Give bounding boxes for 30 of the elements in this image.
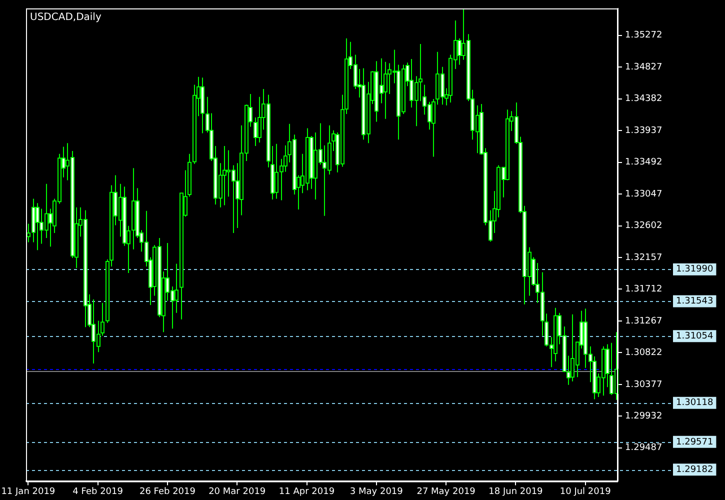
x-tick-label: 20 Mar 2019 bbox=[208, 486, 266, 497]
y-tick-label: 1.29932 bbox=[625, 412, 662, 422]
x-tick-label: 3 May 2019 bbox=[350, 486, 404, 497]
y-tick-label: 1.31712 bbox=[625, 284, 662, 295]
y-tick-label: 1.30377 bbox=[625, 380, 662, 390]
x-tick-label: 27 May 2019 bbox=[416, 486, 476, 497]
ref-line-label: 1.31054 bbox=[676, 331, 714, 342]
y-tick-label: 1.35272 bbox=[625, 30, 662, 41]
y-tick-label: 1.32157 bbox=[625, 252, 662, 263]
y-tick-label: 1.34382 bbox=[625, 94, 662, 104]
y-tick-label: 1.33492 bbox=[625, 158, 662, 168]
x-tick-label: 11 Jan 2019 bbox=[1, 486, 56, 497]
ref-line-label: 1.31543 bbox=[676, 296, 714, 307]
x-tick-label: 4 Feb 2019 bbox=[72, 486, 124, 497]
y-tick-label: 1.33937 bbox=[625, 126, 662, 136]
ref-line-label: 1.29571 bbox=[676, 437, 714, 448]
y-tick-label: 1.30822 bbox=[625, 348, 662, 358]
ref-line-label: 1.30118 bbox=[676, 398, 714, 408]
x-tick-label: 11 Apr 2019 bbox=[278, 486, 335, 497]
y-tick-label: 1.29487 bbox=[625, 443, 662, 454]
chart-title: USDCAD,Daily bbox=[30, 12, 102, 23]
y-tick-label: 1.33047 bbox=[625, 189, 662, 200]
x-tick-label: 18 Jun 2019 bbox=[488, 486, 544, 497]
ref-line-label: 1.29182 bbox=[676, 464, 714, 475]
x-tick-label: 26 Feb 2019 bbox=[139, 486, 196, 497]
y-tick-label: 1.32602 bbox=[625, 221, 662, 232]
ref-line-label: 1.31990 bbox=[676, 264, 714, 275]
y-tick-label: 1.34827 bbox=[625, 62, 662, 72]
x-tick-label: 10 Jul 2019 bbox=[560, 486, 612, 497]
y-tick-label: 1.31267 bbox=[625, 316, 662, 326]
